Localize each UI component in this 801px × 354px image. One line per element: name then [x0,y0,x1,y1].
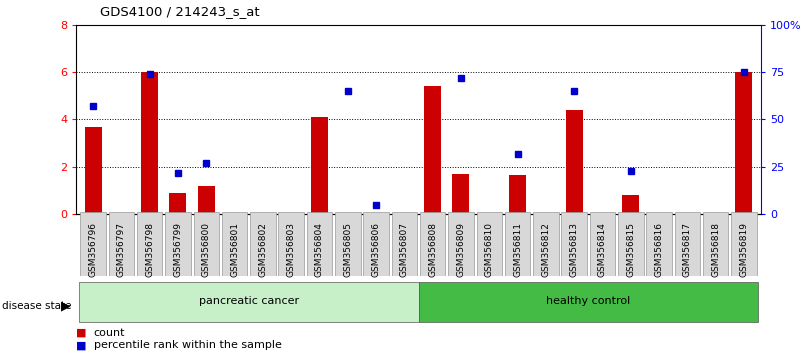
Bar [311,117,328,214]
Text: GSM356810: GSM356810 [485,222,493,277]
Bar [646,212,672,276]
Text: GSM356805: GSM356805 [344,222,352,277]
Text: GSM356817: GSM356817 [683,222,692,277]
Bar [674,212,700,276]
Bar [418,282,758,322]
Bar [618,212,643,276]
Text: GSM356803: GSM356803 [287,222,296,277]
Bar [562,212,587,276]
Text: GSM356804: GSM356804 [315,222,324,277]
Bar [392,212,417,276]
Bar [425,86,441,214]
Text: pancreatic cancer: pancreatic cancer [199,296,299,306]
Bar [731,212,757,276]
Text: GSM356800: GSM356800 [202,222,211,277]
Text: ■: ■ [76,340,87,350]
Text: GSM356801: GSM356801 [230,222,239,277]
Text: GDS4100 / 214243_s_at: GDS4100 / 214243_s_at [100,5,260,18]
Bar [222,212,248,276]
Text: ■: ■ [76,328,87,338]
Bar [420,212,445,276]
Text: count: count [94,328,125,338]
Text: GSM356819: GSM356819 [739,222,748,277]
Bar [79,282,418,322]
Text: disease state: disease state [2,301,71,311]
Text: GSM356802: GSM356802 [259,222,268,277]
Bar [509,175,526,214]
Bar [170,193,187,214]
Bar [533,212,558,276]
Bar [194,212,219,276]
Text: GSM356818: GSM356818 [711,222,720,277]
Text: GSM356813: GSM356813 [570,222,578,277]
Text: GSM356816: GSM356816 [654,222,663,277]
Text: GSM356799: GSM356799 [174,222,183,277]
Bar [279,212,304,276]
Text: GSM356796: GSM356796 [89,222,98,277]
Bar [137,212,163,276]
Bar [165,212,191,276]
Text: ▶: ▶ [61,300,70,313]
Bar [85,127,102,214]
Text: GSM356815: GSM356815 [626,222,635,277]
Text: GSM356797: GSM356797 [117,222,126,277]
Bar [453,174,469,214]
Bar [735,72,752,214]
Bar [505,212,530,276]
Text: GSM356814: GSM356814 [598,222,607,277]
Bar [80,212,106,276]
Bar [250,212,276,276]
Bar [335,212,360,276]
Bar [141,72,158,214]
Bar [449,212,473,276]
Text: GSM356809: GSM356809 [457,222,465,277]
Text: percentile rank within the sample: percentile rank within the sample [94,340,282,350]
Bar [340,213,356,214]
Bar [477,212,502,276]
Bar [364,212,388,276]
Text: GSM356798: GSM356798 [145,222,154,277]
Bar [109,212,134,276]
Text: GSM356812: GSM356812 [541,222,550,277]
Text: GSM356806: GSM356806 [372,222,380,277]
Text: healthy control: healthy control [546,296,630,306]
Text: GSM356811: GSM356811 [513,222,522,277]
Text: GSM356808: GSM356808 [429,222,437,277]
Text: GSM356807: GSM356807 [400,222,409,277]
Bar [307,212,332,276]
Bar [566,110,582,214]
Bar [703,212,728,276]
Bar [198,186,215,214]
Bar [590,212,615,276]
Bar [622,195,639,214]
